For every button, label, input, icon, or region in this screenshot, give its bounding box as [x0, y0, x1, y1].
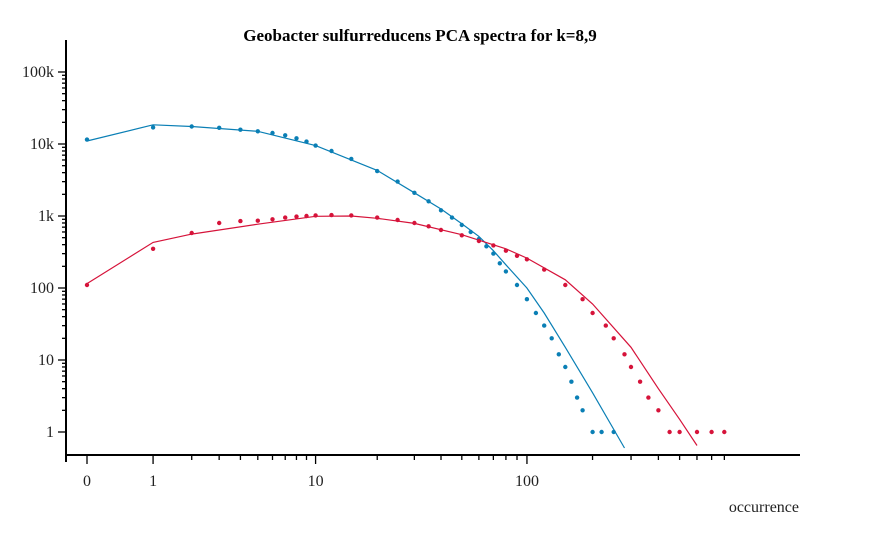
data-point-2 — [459, 233, 464, 238]
data-point-2 — [189, 230, 194, 236]
data-point-1 — [217, 125, 222, 130]
data-point-1 — [395, 179, 400, 184]
data-point-2 — [426, 224, 431, 229]
data-point-1 — [238, 127, 243, 132]
data-point-2 — [84, 282, 90, 288]
data-point-1 — [549, 336, 554, 341]
data-point-2 — [329, 212, 334, 218]
data-point-1 — [412, 190, 417, 195]
data-point-1 — [569, 379, 574, 384]
x-tick-label: 10 — [308, 473, 324, 490]
fit-line-1 — [86, 124, 626, 449]
y-tick-label: 10k — [30, 136, 54, 153]
y-tick-label: 1k — [38, 208, 54, 225]
data-point-2 — [349, 213, 354, 218]
data-point-2 — [580, 297, 585, 302]
data-point-1 — [524, 297, 530, 302]
data-point-2 — [611, 336, 616, 341]
x-tick-label: 1 — [149, 473, 157, 490]
chart-title: Geobacter sulfurreducens PCA spectra for… — [243, 26, 596, 45]
data-point-2 — [677, 429, 682, 435]
data-point-1 — [304, 139, 309, 144]
data-point-2 — [656, 408, 661, 413]
data-point-1 — [484, 244, 489, 249]
data-points — [84, 124, 727, 435]
data-point-2 — [514, 253, 520, 258]
data-point-2 — [590, 310, 595, 316]
fit-lines — [86, 124, 698, 449]
data-point-2 — [667, 429, 672, 435]
data-point-2 — [503, 248, 509, 253]
data-point-2 — [524, 257, 530, 262]
data-point-2 — [722, 429, 727, 435]
data-point-2 — [294, 214, 299, 219]
data-point-1 — [497, 261, 502, 266]
data-point-1 — [491, 251, 496, 256]
data-point-2 — [304, 213, 309, 219]
data-point-2 — [255, 218, 260, 223]
data-point-2 — [563, 282, 568, 288]
fit-line-2 — [86, 215, 698, 446]
data-point-1 — [438, 208, 444, 213]
data-point-1 — [574, 395, 580, 400]
data-point-2 — [412, 220, 417, 226]
data-point-1 — [150, 125, 156, 130]
data-point-1 — [313, 143, 318, 148]
data-point-1 — [611, 429, 616, 435]
axes: 1 10 100 1k 10k 100k 0 1 10 100 — [22, 40, 800, 490]
data-point-1 — [255, 129, 260, 134]
data-point-1 — [270, 130, 275, 136]
data-point-1 — [375, 168, 380, 174]
y-tick-label: 100k — [22, 64, 54, 81]
data-point-2 — [270, 217, 275, 222]
data-point-1 — [514, 282, 520, 288]
data-point-2 — [542, 267, 547, 272]
data-point-1 — [294, 136, 299, 141]
data-point-2 — [637, 379, 643, 384]
data-point-2 — [646, 395, 651, 400]
x-tick-label: 100 — [515, 473, 539, 490]
data-point-2 — [438, 227, 444, 233]
data-point-1 — [189, 124, 194, 129]
y-tick-label: 100 — [30, 280, 54, 297]
data-point-2 — [476, 238, 482, 244]
data-point-1 — [349, 156, 354, 162]
y-tick-label: 10 — [38, 352, 54, 369]
data-point-1 — [468, 229, 473, 235]
data-point-2 — [622, 352, 627, 357]
data-point-2 — [491, 243, 496, 248]
data-point-1 — [533, 310, 539, 316]
data-point-1 — [283, 133, 288, 138]
data-point-2 — [313, 213, 318, 218]
data-point-1 — [599, 429, 604, 435]
data-point-2 — [217, 220, 222, 226]
data-point-1 — [590, 429, 595, 435]
data-point-2 — [238, 218, 243, 224]
x-tick-label: 0 — [83, 473, 91, 490]
x-axis-label: occurrence — [729, 499, 799, 516]
data-point-1 — [563, 364, 568, 370]
data-point-1 — [459, 222, 464, 228]
data-point-1 — [580, 408, 585, 413]
data-point-2 — [709, 429, 714, 435]
data-point-2 — [283, 215, 288, 220]
data-point-2 — [628, 364, 634, 370]
data-point-2 — [694, 429, 700, 435]
data-point-2 — [603, 323, 608, 328]
data-point-1 — [503, 269, 509, 274]
data-point-1 — [84, 137, 90, 142]
y-tick-label: 1 — [46, 424, 54, 441]
data-point-1 — [329, 148, 334, 154]
data-point-1 — [426, 199, 431, 204]
data-point-2 — [395, 217, 400, 223]
data-point-2 — [375, 215, 380, 220]
data-point-1 — [449, 215, 455, 220]
data-point-1 — [556, 352, 561, 357]
data-point-1 — [542, 323, 547, 328]
data-point-2 — [150, 246, 156, 251]
